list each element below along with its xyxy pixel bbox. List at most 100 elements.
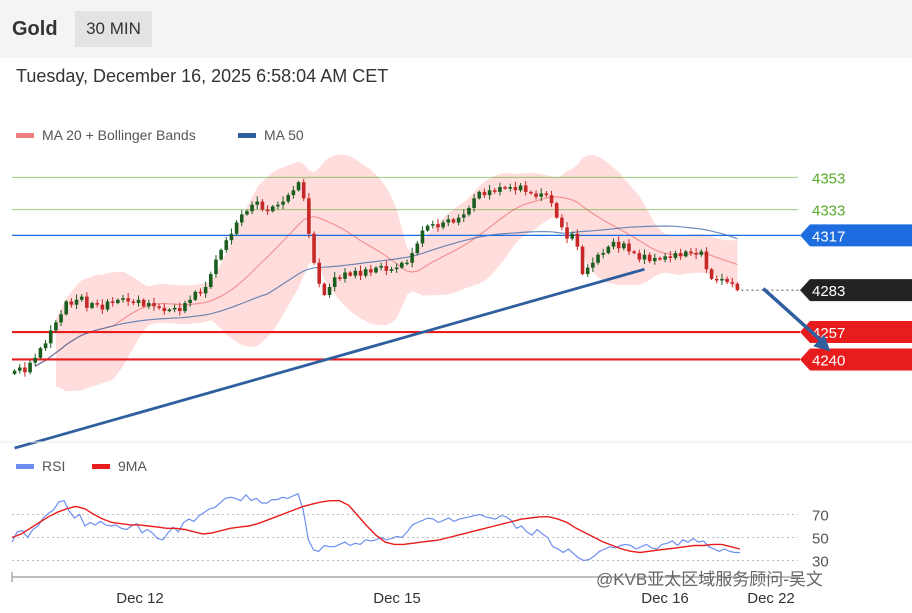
candle <box>668 251 673 263</box>
candle-body <box>498 187 502 192</box>
candle-body <box>147 303 151 307</box>
legend-9ma: 9MA <box>92 458 147 474</box>
candle <box>250 201 254 215</box>
candle-body <box>276 204 280 207</box>
candle <box>622 241 626 251</box>
candle-body <box>312 233 316 263</box>
candle-body <box>508 187 513 189</box>
candle <box>239 210 244 227</box>
candle <box>456 214 461 226</box>
candle-body <box>451 219 456 223</box>
timeframe-button[interactable]: 30 MIN <box>75 11 152 47</box>
candle <box>317 258 322 288</box>
candle <box>100 299 105 314</box>
candle <box>136 295 141 307</box>
legend-ma20-label: MA 20 + Bollinger Bands <box>42 127 196 143</box>
candle-body <box>255 201 260 205</box>
candle-body <box>85 296 89 308</box>
candle-body <box>379 266 383 268</box>
candle <box>286 192 291 204</box>
candle <box>487 184 492 200</box>
candle-body <box>172 307 177 310</box>
candle <box>312 231 316 265</box>
level-4257-tag-shape <box>800 321 912 344</box>
candle-body <box>653 257 657 262</box>
candle-body <box>23 367 27 373</box>
candle <box>374 266 378 274</box>
candle-body <box>683 251 688 257</box>
candle-body <box>348 272 352 276</box>
rsi-chart[interactable]: 70 50 30 <box>0 441 912 571</box>
candle-body <box>394 267 399 270</box>
candle-body <box>575 233 580 247</box>
candle-body <box>560 217 564 228</box>
candle-body <box>544 193 549 196</box>
candle <box>720 273 724 285</box>
candle-body <box>596 254 600 263</box>
level-4240-tag-label: 4240 <box>812 352 845 369</box>
datetime-label: Tuesday, December 16, 2025 6:58:04 AM CE… <box>16 66 389 86</box>
candle-body <box>389 269 394 271</box>
candle <box>384 260 389 276</box>
legend-rsi: RSI <box>16 458 65 474</box>
candle-body <box>410 253 414 263</box>
candle-body <box>358 270 363 276</box>
candle <box>208 271 213 289</box>
price-chart[interactable]: 4353 4333 4317 4257 4240 4283 <box>12 154 912 450</box>
candle-body <box>591 262 595 268</box>
level-4240-tag: 4240 <box>800 348 912 371</box>
candle-body <box>121 298 125 300</box>
candle-body <box>250 204 254 212</box>
candle <box>59 309 63 327</box>
x-tick-label: Dec 16 <box>641 590 689 607</box>
current-price-tag: 4283 <box>800 279 912 302</box>
candle <box>270 204 275 213</box>
candle <box>394 263 399 273</box>
candle <box>616 236 621 253</box>
candle <box>683 250 688 258</box>
candle-body <box>725 278 729 283</box>
candle <box>214 255 218 278</box>
candle-body <box>601 253 605 255</box>
candle <box>735 282 740 292</box>
candle <box>606 245 611 255</box>
candle-body <box>177 307 182 312</box>
candle-body <box>296 182 301 191</box>
candle <box>301 178 306 202</box>
candle-body <box>642 254 647 260</box>
candle <box>353 267 358 279</box>
candle-body <box>100 304 105 310</box>
candle-body <box>668 256 673 258</box>
candle <box>126 292 130 306</box>
candle <box>327 283 332 298</box>
level-4317-tag-label: 4317 <box>812 228 845 245</box>
candle <box>141 298 146 308</box>
candle-body <box>647 254 652 262</box>
candle-body <box>689 251 693 254</box>
candle <box>410 247 414 268</box>
candle <box>560 214 564 231</box>
candle-body <box>48 330 53 344</box>
candle-body <box>90 303 94 308</box>
candle <box>627 239 631 256</box>
candle-body <box>353 270 358 276</box>
candle <box>260 199 265 212</box>
candle-body <box>622 243 626 249</box>
candle-body <box>229 233 234 241</box>
candle <box>43 339 48 351</box>
candle <box>64 299 69 316</box>
candle <box>167 308 172 313</box>
candle-body <box>38 348 43 358</box>
candle <box>95 299 99 308</box>
candle-body <box>363 269 368 276</box>
candle <box>611 238 616 250</box>
candle <box>281 196 285 210</box>
candle <box>33 353 38 367</box>
candle <box>430 220 435 229</box>
candle-body <box>539 193 544 197</box>
candle-body <box>95 303 99 305</box>
candle-body <box>110 301 115 304</box>
candle <box>539 188 544 202</box>
candle <box>85 292 89 312</box>
